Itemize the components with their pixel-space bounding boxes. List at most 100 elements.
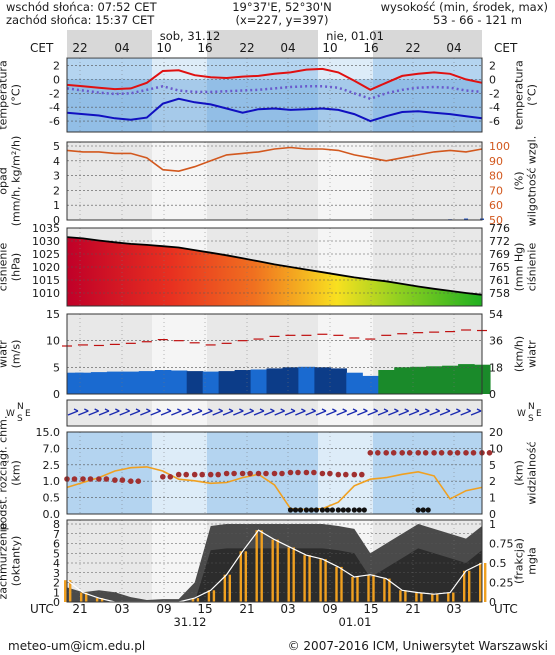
cloud-base-dot xyxy=(271,470,278,477)
y-tick-label: 0 xyxy=(53,596,60,609)
fog-bar xyxy=(276,539,279,602)
wind-speed-bar xyxy=(170,370,188,394)
wind-speed-bar xyxy=(362,375,379,394)
cloud-base-dot xyxy=(463,450,469,456)
top-tick-label: 04 xyxy=(446,41,461,55)
wind-direction-arrow xyxy=(191,410,203,416)
cloud-base-dot xyxy=(287,469,294,476)
y-tick-label: 15 xyxy=(46,308,60,321)
panel-border xyxy=(66,313,483,395)
fog-bar xyxy=(388,578,391,602)
panel-border xyxy=(66,227,483,307)
cloud-base-dot xyxy=(359,471,365,478)
fog-bar xyxy=(340,566,343,602)
y-tick-label: 1 xyxy=(489,492,496,505)
daylight-band xyxy=(318,142,373,220)
y-tick-label: 0 xyxy=(489,508,496,521)
day-label-top-1: sob, 31.12 xyxy=(160,29,221,43)
y-tick-label: 0 xyxy=(489,73,496,86)
wind-direction-arrow-head xyxy=(94,408,99,412)
wind-speed-bar xyxy=(426,366,443,394)
top-tick-label: 04 xyxy=(114,41,129,55)
wind-direction-arrow xyxy=(150,410,161,416)
low-cloud-area xyxy=(67,548,482,602)
wind-direction-arrow xyxy=(419,410,430,416)
wind-direction-arrow xyxy=(408,410,420,416)
wind-direction-arrow-head xyxy=(290,408,296,412)
top-time-axis: sob, 31.12 nie, 01.01 CET CET 22 04 10 16 22… xyxy=(30,29,518,57)
temp-max-line xyxy=(66,67,483,91)
cloud-base-dot xyxy=(128,478,134,485)
footer-copyright: © 2007-2016 ICM, Uniwersytet Warszawski xyxy=(288,639,548,653)
fog-bar xyxy=(415,592,418,602)
fog-bar xyxy=(383,578,386,602)
y-tick-label: -6 xyxy=(489,115,500,128)
panel-border xyxy=(66,57,483,133)
wind-direction-arrow xyxy=(78,410,89,416)
sunset-text: zachód słońca: 15:37 CET xyxy=(6,13,155,27)
wind-direction-arrow-head xyxy=(456,408,461,412)
y-tick-label: 18 xyxy=(489,361,503,374)
y-tick-label: 776 xyxy=(489,222,510,235)
wind-direction-arrow-head xyxy=(166,408,172,412)
fog-bar xyxy=(447,592,450,602)
y-tick-label: 6 xyxy=(53,538,60,551)
wind-speed-bar xyxy=(138,371,156,394)
wind-direction-arrow-head xyxy=(270,408,275,412)
wind-speed-bar xyxy=(394,367,411,394)
compass-label: E xyxy=(536,409,542,419)
fog-bar xyxy=(356,577,359,602)
wind-direction-arrow xyxy=(243,410,254,416)
bottom-tick-label: 15 xyxy=(197,602,212,616)
bottom-tick-label: 03 xyxy=(280,602,295,616)
wind-speed-bar xyxy=(282,367,300,394)
cloud-base-dot xyxy=(415,450,422,456)
wind-speed-bar xyxy=(266,368,284,394)
top-tick-label: 16 xyxy=(197,41,212,55)
low-cloud-dot xyxy=(329,507,335,513)
bottom-tick-label: 03 xyxy=(114,602,129,616)
wind-speed-bar xyxy=(218,371,236,394)
wind-speed-bar xyxy=(346,372,363,394)
wind-direction-arrow-head xyxy=(197,408,203,412)
fog-bar xyxy=(484,563,487,602)
fog-bar xyxy=(335,566,338,602)
wind-direction-arrow-head xyxy=(404,408,409,412)
cloud-base-dot xyxy=(135,478,142,485)
y-tick-label: 0 xyxy=(53,388,60,401)
bottom-tick-label: 21 xyxy=(405,602,420,616)
cloud-base-dot xyxy=(112,477,118,483)
fog-bar xyxy=(399,590,402,602)
wind-direction-arrow-head xyxy=(321,408,327,412)
temperature-axis-label-left: temperatura(°C) xyxy=(0,60,23,129)
visibility-line xyxy=(66,466,483,511)
wind-direction-arrow xyxy=(212,410,223,416)
wind-direction-arrow-head xyxy=(425,408,430,412)
y-tick-label: 1 xyxy=(53,586,60,599)
footer-email-link[interactable]: meteo-um@icm.edu.pl xyxy=(8,639,145,653)
y-tick-label: 36 xyxy=(489,335,503,348)
low-cloud-dot xyxy=(351,507,357,513)
fog-bar xyxy=(212,590,216,602)
wind-direction-arrow xyxy=(336,410,347,416)
cloud-base-dot xyxy=(422,450,429,456)
fog-bar xyxy=(95,598,99,602)
humidity-axis-label: (%)wilgotność wzgl. xyxy=(513,136,539,226)
wind-direction-arrow-head xyxy=(218,408,223,412)
wind-direction-arrow-head xyxy=(177,408,182,412)
wind-direction-arrow-head xyxy=(259,408,265,412)
y-tick-label: 4 xyxy=(53,557,60,570)
wind-speed-bar xyxy=(234,370,252,394)
cloud-base-dot xyxy=(399,450,406,456)
cloud-base-dot xyxy=(160,474,166,480)
temp-min-line xyxy=(66,97,483,123)
low-cloud-dot xyxy=(319,507,325,513)
wind-direction-arrow xyxy=(171,410,182,416)
panel-border xyxy=(66,399,483,427)
y-tick-label: 761 xyxy=(489,274,510,287)
wind-direction-arrow-head xyxy=(104,408,110,412)
wind-panel: 0 0 5 18 10 36 15 54 wiatr(m/s) (km/h)wiatr xyxy=(0,308,539,401)
top-tick-label: 22 xyxy=(405,41,420,55)
low-cloud-dot xyxy=(345,507,351,513)
